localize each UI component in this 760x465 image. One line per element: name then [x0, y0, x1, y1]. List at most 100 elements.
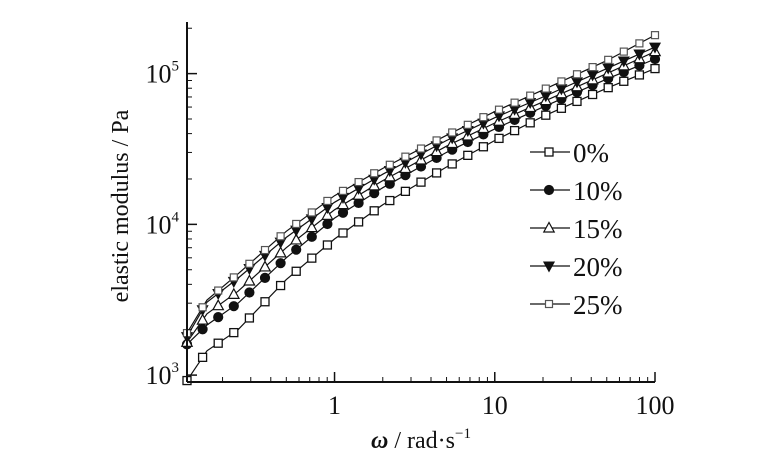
data-point: [385, 195, 395, 206]
data-point: [260, 297, 270, 307]
series-4: [182, 31, 660, 338]
data-point: [276, 232, 285, 241]
data-point: [338, 228, 348, 238]
data-point: [369, 206, 379, 216]
data-point: [557, 77, 566, 86]
data-point: [229, 327, 239, 338]
data-point: [401, 152, 410, 161]
data-point: [586, 70, 599, 82]
data-point: [306, 231, 317, 242]
data-point: [448, 128, 457, 137]
data-point: [478, 142, 489, 152]
legend-item: 0%: [530, 138, 609, 168]
data-point: [307, 208, 316, 217]
data-point: [604, 55, 613, 64]
data-point: [292, 219, 301, 229]
data-point: [196, 313, 209, 325]
legend-label: 0%: [573, 138, 609, 168]
data-point: [635, 39, 644, 48]
legend-marker: [544, 147, 554, 157]
data-point: [213, 338, 223, 348]
data-point: [510, 98, 519, 107]
data-point: [524, 97, 537, 110]
data-point: [570, 77, 584, 89]
data-point: [305, 220, 319, 233]
data-point: [291, 244, 302, 255]
plot-area: [180, 31, 662, 386]
y-tick-exponent: 3: [172, 360, 180, 376]
x-tick-label: 100: [636, 391, 675, 420]
data-point: [416, 144, 426, 153]
y-tick-label: 105: [146, 59, 180, 89]
data-point: [541, 110, 551, 120]
data-point: [479, 113, 488, 122]
data-point: [463, 120, 472, 129]
y-tick-base: 10: [146, 210, 172, 239]
data-point: [556, 103, 567, 113]
data-point: [617, 56, 630, 68]
y-tick-exponent: 4: [172, 209, 180, 225]
legend-marker: [542, 261, 556, 273]
legend-label: 10%: [573, 176, 623, 206]
axes: [186, 22, 655, 383]
data-point: [244, 287, 255, 298]
data-point: [338, 186, 348, 195]
data-point: [432, 136, 441, 145]
data-point: [385, 160, 394, 169]
data-point: [494, 133, 504, 144]
legend-marker: [544, 299, 554, 309]
data-point: [322, 218, 333, 230]
legend-item: 25%: [530, 290, 623, 320]
data-point: [321, 208, 334, 220]
x-axis-label-symbol: ω: [371, 428, 388, 454]
data-point: [354, 177, 363, 187]
data-point: [197, 352, 208, 363]
x-axis-label-unit: / rad·s: [388, 428, 455, 454]
y-axis-label: elastic modulus / Pa: [108, 109, 134, 302]
legend-marker: [543, 184, 555, 196]
data-point: [213, 312, 224, 323]
legend-item: 15%: [530, 214, 623, 244]
data-point: [275, 258, 286, 269]
data-point: [603, 82, 613, 93]
data-point: [619, 47, 628, 56]
data-point: [244, 313, 255, 323]
data-point: [494, 105, 504, 114]
data-point: [619, 76, 629, 86]
data-point: [198, 303, 207, 312]
data-point: [322, 240, 333, 250]
data-point: [291, 266, 301, 276]
x-axis-label-exponent: −1: [455, 426, 471, 442]
data-point: [463, 150, 473, 160]
data-point: [275, 280, 286, 291]
data-point: [259, 272, 271, 283]
data-point: [539, 91, 552, 103]
data-point: [260, 245, 270, 255]
data-point: [525, 118, 535, 128]
data-point: [323, 196, 332, 206]
legend-item: 20%: [530, 252, 623, 282]
ticks: 1 10 100 103 104 105: [146, 27, 675, 420]
data-point: [572, 96, 582, 107]
y-tick-label: 103: [146, 360, 180, 390]
data-point: [211, 298, 225, 311]
data-point: [243, 274, 256, 286]
y-tick-label: 104: [146, 209, 180, 239]
data-point: [227, 287, 241, 299]
data-point: [648, 42, 662, 54]
legend-item: 10%: [530, 176, 623, 206]
data-point: [650, 31, 660, 40]
data-point: [431, 168, 442, 178]
legend-label: 15%: [573, 214, 623, 244]
legend-label: 25%: [573, 290, 623, 320]
data-point: [245, 259, 254, 268]
data-point: [587, 89, 598, 100]
x-tick-label: 1: [328, 391, 341, 420]
data-point: [602, 63, 615, 75]
data-point: [572, 70, 582, 79]
x-axis-label: ω / rad·s−1: [371, 426, 471, 454]
y-tick-exponent: 5: [172, 59, 180, 75]
data-point: [650, 63, 660, 74]
data-point: [228, 301, 239, 312]
